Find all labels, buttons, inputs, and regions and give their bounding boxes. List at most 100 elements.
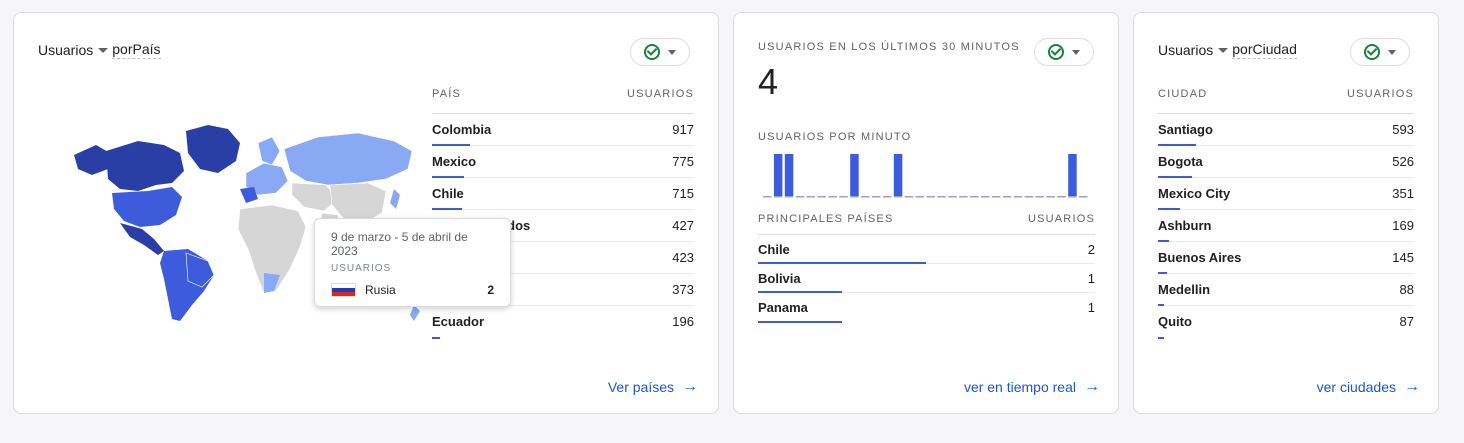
minute-baseline [839, 196, 848, 198]
map-region-canada [106, 141, 184, 191]
row-share-bar [1158, 272, 1167, 274]
row-value: 1 [1087, 300, 1095, 315]
table-row[interactable]: Santiago 593 [1158, 114, 1414, 146]
caret-down-icon[interactable] [1218, 47, 1229, 53]
arrow-right-icon: → [1404, 378, 1420, 395]
city-card: Usuarios porCiudad CIUDAD USUARIOS Santi… [1133, 12, 1439, 414]
table-row[interactable]: Mexico City 351 [1158, 178, 1414, 210]
row-name[interactable]: Chile [432, 186, 464, 201]
map-region-mexico [120, 223, 164, 255]
table-row[interactable]: Ashburn 169 [1158, 210, 1414, 242]
row-name[interactable]: Ashburn [1158, 218, 1212, 233]
table-row[interactable]: Ecuador 196 [432, 306, 694, 339]
minute-baseline [937, 196, 946, 198]
table-row[interactable]: Medellin 88 [1158, 274, 1414, 306]
dimension-label[interactable]: porPaís [112, 41, 161, 59]
column-header-users: USUARIOS [626, 88, 694, 100]
status-dropdown-button[interactable] [1350, 38, 1410, 66]
minute-bar[interactable] [784, 154, 794, 196]
table-row[interactable]: Bolivia 1 [758, 264, 1095, 293]
row-share-bar [1158, 176, 1192, 178]
country-card-title[interactable]: Usuarios porPaís [38, 41, 161, 59]
row-value: 593 [1392, 122, 1414, 137]
map-region-central-asia [291, 182, 339, 212]
table-row[interactable]: Buenos Aires 145 [1158, 242, 1414, 274]
table-row[interactable]: Colombia 917 [432, 114, 694, 146]
row-share-bar [432, 144, 470, 146]
minute-baseline [904, 196, 914, 198]
minute-baseline [861, 196, 870, 198]
minute-baseline [1046, 196, 1055, 198]
row-value: 373 [672, 282, 694, 297]
minute-baseline [1068, 196, 1077, 198]
realtime-title: USUARIOS EN LOS ÚLTIMOS 30 MINUTOS [758, 41, 1020, 53]
per-minute-chart[interactable] [758, 153, 1095, 198]
minute-baseline [806, 196, 816, 198]
view-cities-link[interactable]: ver ciudades → [1317, 378, 1420, 396]
row-share-bar [1158, 240, 1169, 242]
minute-baseline [795, 196, 805, 198]
row-value: 88 [1399, 282, 1414, 297]
table-row[interactable]: Mexico 775 [432, 146, 694, 178]
column-header-users: USUARIOS [1027, 213, 1095, 225]
row-share-bar [432, 337, 440, 339]
column-header-country: PAÍS [432, 88, 462, 100]
map-region-japan [390, 189, 400, 209]
map-region-scandinavia [257, 136, 281, 166]
caret-down-icon[interactable] [98, 47, 109, 53]
row-name[interactable]: Mexico [432, 154, 477, 169]
table-row[interactable]: Quito 87 [1158, 306, 1414, 339]
tooltip-value: 2 [487, 283, 494, 297]
minute-bar[interactable] [893, 154, 903, 196]
top-countries-table: PRINCIPALES PAÍSES USUARIOS Chile 2 Bolivi… [758, 211, 1095, 323]
chevron-down-icon [668, 49, 676, 55]
row-name[interactable]: Chile [758, 242, 790, 257]
row-name[interactable]: Medellin [1158, 282, 1211, 297]
row-value: 775 [672, 154, 694, 169]
check-circle-icon [644, 44, 660, 60]
table-row[interactable]: Chile 715 [432, 178, 694, 210]
minute-baseline [784, 196, 794, 198]
minute-baseline [763, 196, 772, 198]
row-name[interactable]: Ecuador [432, 314, 485, 329]
minute-baseline [850, 196, 859, 198]
minute-baseline [872, 196, 881, 198]
row-name[interactable]: Panama [758, 300, 808, 315]
row-name[interactable]: Santiago [1158, 122, 1213, 137]
per-minute-label: USUARIOS POR MINUTO [758, 131, 912, 143]
tooltip-date-range: 9 de marzo - 5 de abril de 2023 [331, 230, 468, 258]
row-value: 145 [1392, 250, 1414, 265]
dimension-label[interactable]: porCiudad [1232, 41, 1297, 59]
minute-bar[interactable] [1068, 154, 1077, 196]
map-region-iberia [240, 187, 258, 203]
chevron-down-icon [1072, 49, 1080, 55]
minute-baseline [893, 196, 903, 198]
table-row[interactable]: Bogota 526 [1158, 146, 1414, 178]
row-name[interactable]: Bolivia [758, 271, 801, 286]
column-header-city: CIUDAD [1158, 88, 1208, 100]
status-dropdown-button[interactable] [1034, 38, 1094, 66]
row-name[interactable]: Mexico City [1158, 186, 1231, 201]
row-value: 169 [1392, 218, 1414, 233]
view-countries-link[interactable]: Ver países → [608, 378, 698, 396]
minute-baseline [970, 196, 979, 198]
realtime-users-value: 4 [758, 61, 779, 102]
view-realtime-link[interactable]: ver en tiempo real → [964, 378, 1100, 396]
minute-bar[interactable] [850, 154, 859, 196]
minute-bar[interactable] [773, 154, 783, 196]
column-header-top-countries: PRINCIPALES PAÍSES [758, 213, 894, 225]
minute-baseline [773, 196, 783, 198]
map-region-south-africa [264, 273, 280, 293]
row-name[interactable]: Buenos Aires [1158, 250, 1242, 265]
minute-baseline [817, 196, 827, 198]
table-row[interactable]: Panama 1 [758, 293, 1095, 323]
status-dropdown-button[interactable] [630, 38, 690, 66]
table-row[interactable]: Chile 2 [758, 235, 1095, 264]
city-card-title[interactable]: Usuarios porCiudad [1158, 41, 1297, 59]
row-name[interactable]: Quito [1158, 314, 1192, 329]
row-share-bar [1158, 208, 1180, 210]
row-name[interactable]: Colombia [432, 122, 492, 137]
row-name[interactable]: Bogota [1158, 154, 1203, 169]
map-region-greenland [186, 125, 240, 173]
map-region-new-zealand [410, 305, 420, 321]
